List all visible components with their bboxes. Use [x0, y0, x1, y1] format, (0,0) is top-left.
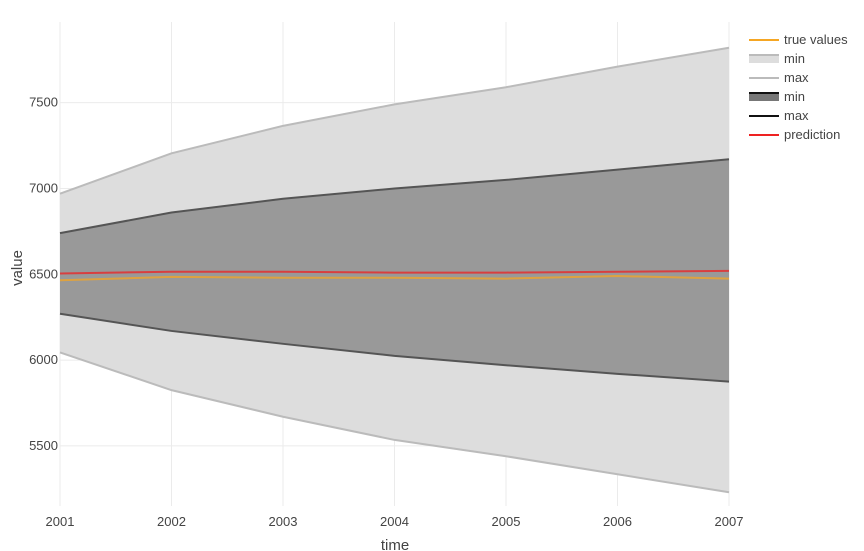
- outer-band-max-line: [59, 46, 730, 195]
- x-tick-label-1: 2002: [157, 514, 186, 529]
- legend: true values min max min max prediction: [749, 32, 848, 142]
- legend-swatch-band-3: [749, 93, 779, 101]
- y-axis-title: value: [9, 250, 26, 286]
- legend-swatch-band-1: [749, 55, 779, 63]
- inner-band-max-line: [59, 158, 730, 235]
- y-tick-label-1: 6000: [29, 352, 58, 367]
- series-lines: [59, 269, 730, 282]
- legend-label-4: max: [784, 108, 809, 123]
- y-tick-label-4: 7500: [29, 95, 58, 110]
- x-tick-label-2: 2003: [269, 514, 298, 529]
- y-axis-ticks: 5500 6000 6500 7000 7500: [29, 95, 58, 453]
- x-tick-label-4: 2005: [492, 514, 521, 529]
- x-axis-title: time: [381, 537, 409, 551]
- y-tick-label-0: 5500: [29, 438, 58, 453]
- legend-item-3: min: [749, 89, 805, 104]
- x-tick-label-5: 2006: [603, 514, 632, 529]
- y-tick-label-2: 6500: [29, 266, 58, 281]
- legend-label-0: true values: [784, 32, 848, 47]
- outer-band-min-line: [59, 351, 730, 494]
- legend-item-4: max: [749, 108, 809, 123]
- series-line-prediction: [59, 269, 730, 275]
- legend-label-5: prediction: [784, 127, 840, 142]
- legend-item-2: max: [749, 70, 809, 85]
- legend-label-2: max: [784, 70, 809, 85]
- legend-label-1: min: [784, 51, 805, 66]
- x-axis-ticks: 2001 2002 2003 2004 2005 2006 2007: [46, 514, 744, 529]
- bands: [59, 46, 730, 494]
- series-line-true-values: [59, 275, 730, 282]
- legend-label-3: min: [784, 89, 805, 104]
- x-tick-label-6: 2007: [715, 514, 744, 529]
- legend-item-0: true values: [749, 32, 848, 47]
- x-tick-label-0: 2001: [46, 514, 75, 529]
- y-tick-label-3: 7000: [29, 180, 58, 195]
- legend-item-5: prediction: [749, 127, 840, 142]
- inner-band-min-line: [59, 312, 730, 383]
- inner-band-area: [60, 159, 729, 382]
- legend-item-1: min: [749, 51, 805, 66]
- x-tick-label-3: 2004: [380, 514, 409, 529]
